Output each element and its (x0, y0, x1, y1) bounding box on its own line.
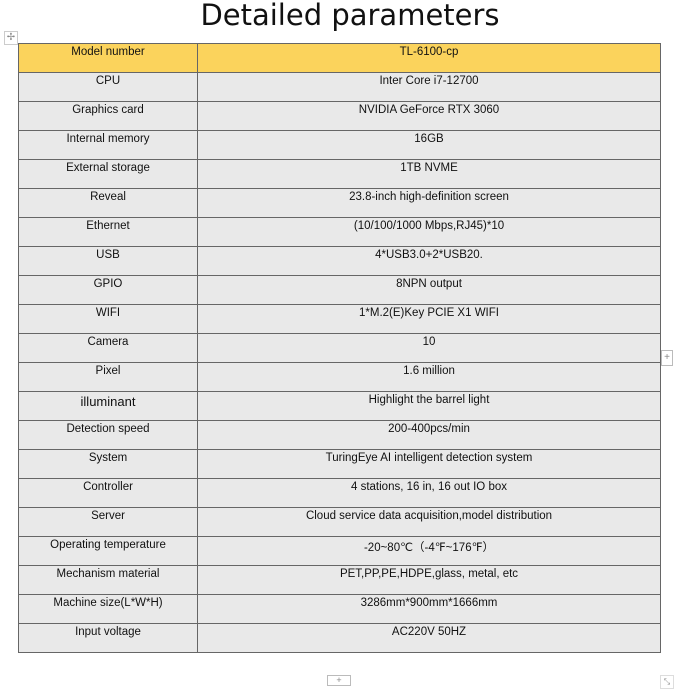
parameter-name: Server (18, 507, 198, 537)
table-row: External storage 1TB NVME (18, 159, 661, 189)
table-row: System TuringEye AI intelligent detection… (18, 449, 661, 479)
table-row: Machine size(L*W*H) 3286mm*900mm*1666mm (18, 594, 661, 624)
parameter-value: 4 stations, 16 in, 16 out IO box (197, 478, 661, 508)
page-title: Detailed parameters (200, 0, 500, 32)
parameter-value: -20~80℃（-4℉~176℉） (197, 536, 661, 566)
table-row: Mechanism material PET,PP,PE,HDPE,glass, … (18, 565, 661, 595)
parameter-name: External storage (18, 159, 198, 189)
move-handle-icon[interactable]: ✢ (4, 31, 18, 45)
parameter-value: Highlight the barrel light (197, 391, 661, 421)
parameter-name: Ethernet (18, 217, 198, 247)
table-row: illuminant Highlight the barrel light (18, 391, 661, 421)
add-row-plus-icon[interactable]: + (327, 675, 351, 686)
parameter-name: System (18, 449, 198, 479)
parameter-value: 23.8-inch high-definition screen (197, 188, 661, 218)
table-row: WIFI 1*M.2(E)Key PCIE X1 WIFI (18, 304, 661, 334)
table-row: GPIO 8NPN output (18, 275, 661, 305)
parameter-name: CPU (18, 72, 198, 102)
parameter-name: Model number (18, 43, 198, 73)
table-row: Server Cloud service data acquisition,mod… (18, 507, 661, 537)
table-row: Reveal 23.8-inch high-definition screen (18, 188, 661, 218)
parameter-name: GPIO (18, 275, 198, 305)
parameter-value: 3286mm*900mm*1666mm (197, 594, 661, 624)
parameter-value: 1*M.2(E)Key PCIE X1 WIFI (197, 304, 661, 334)
parameter-value: 1TB NVME (197, 159, 661, 189)
parameter-value: 10 (197, 333, 661, 363)
parameter-value: Inter Core i7-12700 (197, 72, 661, 102)
parameter-name: Input voltage (18, 623, 198, 653)
parameter-name: Mechanism material (18, 565, 198, 595)
parameter-name: Reveal (18, 188, 198, 218)
parameter-value: 16GB (197, 130, 661, 160)
table-row: Internal memory 16GB (18, 130, 661, 160)
table-row: Input voltage AC220V 50HZ (18, 623, 661, 653)
parameter-value: Cloud service data acquisition,model dis… (197, 507, 661, 537)
table-row: USB 4*USB3.0+2*USB20. (18, 246, 661, 276)
parameter-value: 200-400pcs/min (197, 420, 661, 450)
parameter-value: AC220V 50HZ (197, 623, 661, 653)
add-column-plus-icon[interactable]: + (661, 350, 673, 366)
parameter-name: Controller (18, 478, 198, 508)
parameter-name: Graphics card (18, 101, 198, 131)
parameter-name: Internal memory (18, 130, 198, 160)
table-row: Ethernet (10/100/1000 Mbps,RJ45)*10 (18, 217, 661, 247)
parameter-value: 1.6 million (197, 362, 661, 392)
parameter-name: Machine size(L*W*H) (18, 594, 198, 624)
table-row: Pixel 1.6 million (18, 362, 661, 392)
parameter-name: Detection speed (18, 420, 198, 450)
parameter-name: Camera (18, 333, 198, 363)
table-header-row: Model number TL-6100-cp (18, 43, 661, 73)
parameter-value: TuringEye AI intelligent detection syste… (197, 449, 661, 479)
table-row: Detection speed 200-400pcs/min (18, 420, 661, 450)
parameter-value: NVIDIA GeForce RTX 3060 (197, 101, 661, 131)
table-row: CPU Inter Core i7-12700 (18, 72, 661, 102)
parameter-name: WIFI (18, 304, 198, 334)
parameter-name: illuminant (18, 391, 198, 421)
table-row: Graphics card NVIDIA GeForce RTX 3060 (18, 101, 661, 131)
table-row: Controller 4 stations, 16 in, 16 out IO b… (18, 478, 661, 508)
parameters-table: Model number TL-6100-cp CPU Inter Core i7-1… (18, 43, 661, 653)
parameter-value: 8NPN output (197, 275, 661, 305)
parameter-value: TL-6100-cp (197, 43, 661, 73)
table-row: Operating temperature -20~80℃（-4℉~176℉） (18, 536, 661, 566)
parameter-name: USB (18, 246, 198, 276)
parameter-value: 4*USB3.0+2*USB20. (197, 246, 661, 276)
parameter-value: (10/100/1000 Mbps,RJ45)*10 (197, 217, 661, 247)
parameter-name: Operating temperature (18, 536, 198, 566)
parameter-name: Pixel (18, 362, 198, 392)
table-row: Camera 10 (18, 333, 661, 363)
resize-icon[interactable]: ⤡ (660, 675, 674, 689)
parameter-value: PET,PP,PE,HDPE,glass, metal, etc (197, 565, 661, 595)
